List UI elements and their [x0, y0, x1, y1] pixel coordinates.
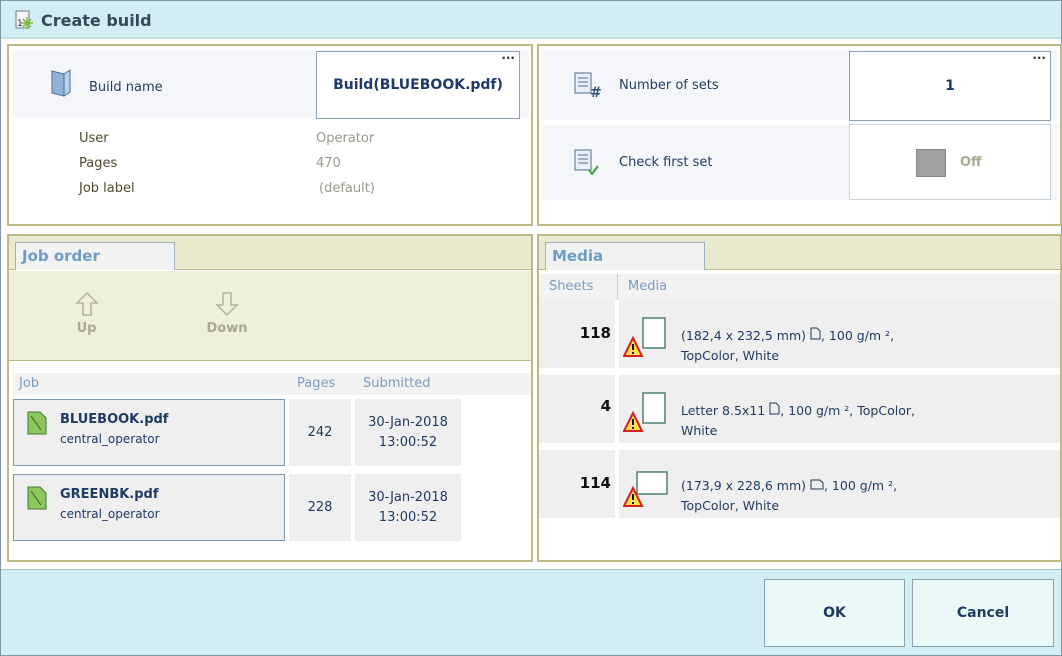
up-button[interactable]: Up [64, 291, 109, 351]
column-job[interactable]: Job [19, 376, 40, 391]
media-size: (173,9 x 228,6 mm) [681, 478, 806, 493]
media-size: Letter 8.5x11 [681, 403, 766, 418]
create-build-icon: 1 [15, 10, 33, 29]
pdf-document-icon [27, 486, 47, 510]
user-label: User [79, 131, 109, 146]
paper-warning-icon [623, 317, 666, 357]
more-options-button[interactable]: ... [501, 48, 515, 62]
build-name-label: Build name [89, 80, 163, 95]
svg-text:1: 1 [17, 19, 23, 29]
down-label: Down [206, 321, 248, 336]
submitted-time: 13:00:52 [378, 435, 438, 450]
job-name-cell[interactable]: BLUEBOOK.pdf central_operator [13, 399, 285, 466]
pages-label: Pages [79, 156, 118, 171]
svg-text:#: # [590, 85, 602, 99]
check-first-set-label: Check first set [619, 155, 713, 170]
sheets-cell: 114 [539, 450, 615, 518]
tab-media[interactable]: Media [545, 242, 705, 270]
user-value: Operator [316, 131, 375, 146]
media-panel: Media Sheets Media 118 (182,4 x 232,5 mm… [537, 234, 1062, 562]
media-size: (182,4 x 232,5 mm) [681, 328, 806, 343]
build-name-field[interactable]: Build(BLUEBOOK.pdf) ... [316, 48, 520, 119]
sheets-count: 4 [600, 397, 611, 415]
media-weight: , 100 g/m ², TopColor, [780, 403, 915, 418]
sheets-count: 118 [579, 324, 611, 342]
paper-warning-icon [623, 471, 668, 507]
job-name: GREENBK.pdf [60, 487, 159, 502]
toggle-switch[interactable] [916, 149, 946, 177]
column-sheets: Sheets [549, 279, 594, 294]
media-tabstrip: Media [539, 236, 1060, 270]
column-media: Media [628, 279, 668, 294]
media-cell: (182,4 x 232,5 mm) , 100 g/m ², TopColor… [619, 300, 1060, 368]
job-order-panel: Job order Up Down Job Pages Submitted BL… [7, 234, 533, 562]
toggle-state: Off [960, 155, 982, 170]
build-panel: Build name Build(BLUEBOOK.pdf) ... User … [7, 44, 533, 226]
media-description: (182,4 x 232,5 mm) , 100 g/m ², TopColor… [681, 326, 894, 366]
submitted-time: 13:00:52 [378, 510, 438, 525]
media-table-header [539, 274, 1060, 300]
submitted-date: 30-Jan-2018 [368, 415, 448, 430]
dialog-title: Create build [41, 11, 152, 30]
job-name: BLUEBOOK.pdf [60, 412, 169, 427]
pdf-document-icon [27, 411, 47, 435]
number-of-sets-field[interactable]: 1 ... [849, 48, 1051, 121]
arrow-up-icon [74, 291, 99, 316]
up-label: Up [76, 321, 97, 336]
cancel-button[interactable]: Cancel [912, 579, 1054, 647]
down-button[interactable]: Down [202, 291, 252, 351]
job-pages: 228 [289, 474, 351, 541]
sheets-cell: 118 [539, 300, 615, 368]
media-description: Letter 8.5x11 , 100 g/m ², TopColor, Whi… [681, 401, 915, 441]
media-type: TopColor, White [681, 498, 780, 513]
arrow-down-icon [215, 292, 239, 317]
landscape-paper-icon [810, 479, 824, 490]
paper-warning-icon [623, 392, 666, 432]
job-table-header [13, 373, 531, 395]
media-cell: (173,9 x 228,6 mm) , 100 g/m ², TopColor… [619, 450, 1060, 518]
job-order-toolbar: Up Down [9, 271, 531, 361]
job-label-label: Job label [79, 181, 135, 196]
job-submitted: 30-Jan-2018 13:00:52 [355, 474, 461, 541]
tab-job-order[interactable]: Job order [15, 242, 175, 270]
job-owner: central_operator [60, 507, 160, 521]
pages-value: 470 [316, 156, 341, 171]
more-options-button[interactable]: ... [1032, 48, 1046, 62]
job-submitted: 30-Jan-2018 13:00:52 [355, 399, 461, 466]
dialog-footer: OK Cancel [1, 569, 1061, 655]
sets-icon: # [574, 72, 602, 99]
job-order-tabstrip: Job order [9, 236, 531, 270]
job-owner: central_operator [60, 432, 160, 446]
sets-panel: # Number of sets 1 ... Check first set O… [537, 44, 1062, 226]
media-cell: Letter 8.5x11 , 100 g/m ², TopColor, Whi… [619, 375, 1060, 443]
column-divider [617, 274, 618, 300]
check-first-set-toggle[interactable]: Off [849, 124, 1051, 200]
job-label-value: (default) [319, 181, 375, 196]
column-pages[interactable]: Pages [297, 376, 336, 391]
job-name-cell[interactable]: GREENBK.pdf central_operator [13, 474, 285, 541]
ok-button[interactable]: OK [764, 579, 905, 647]
column-submitted[interactable]: Submitted [363, 376, 431, 391]
portrait-paper-icon [810, 327, 821, 340]
sheets-cell: 4 [539, 375, 615, 443]
media-weight: , 100 g/m ², [820, 328, 895, 343]
number-of-sets-value: 1 [945, 78, 955, 94]
submitted-date: 30-Jan-2018 [368, 490, 448, 505]
media-type: TopColor, White [681, 348, 780, 363]
book-icon [51, 69, 71, 97]
number-of-sets-label: Number of sets [619, 78, 719, 93]
media-description: (173,9 x 228,6 mm) , 100 g/m ², TopColor… [681, 476, 897, 516]
build-name-value: Build(BLUEBOOK.pdf) [333, 77, 503, 93]
portrait-paper-icon [769, 402, 780, 415]
sheets-count: 114 [579, 474, 611, 492]
check-document-icon [574, 149, 599, 176]
job-pages: 242 [289, 399, 351, 466]
media-type: White [681, 423, 718, 438]
media-weight: , 100 g/m ², [823, 478, 898, 493]
title-bar: 1 Create build [1, 1, 1061, 39]
